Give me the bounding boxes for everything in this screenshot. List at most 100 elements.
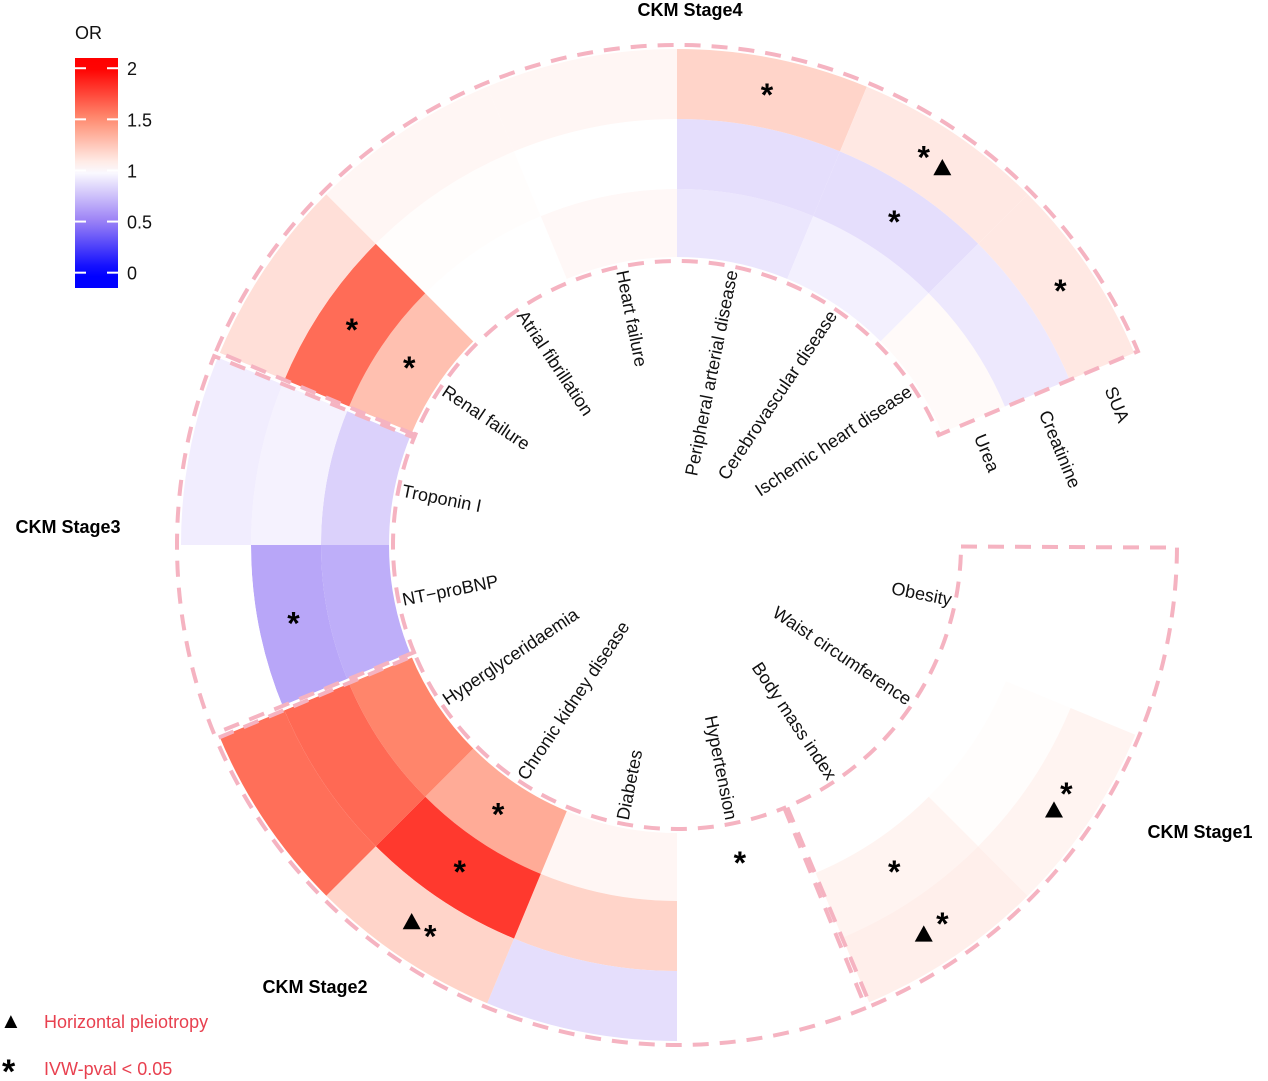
- ring-label: Creatinine: [1035, 408, 1085, 491]
- heatmap-cell: [840, 846, 1028, 1004]
- heatmap-cell: [321, 408, 411, 545]
- heatmap-cell: [928, 243, 1071, 409]
- group-labels: CKM Stage1 CKM Stage2 CKM Stage3 CKM Stage4: [15, 0, 1252, 997]
- group-label: CKM Stage3: [15, 517, 120, 537]
- legend-pleiotropy-label: Horizontal pleiotropy: [44, 1012, 208, 1032]
- heatmap-cell: [487, 938, 677, 1041]
- outcome-label: Hyperglyceridaemia: [439, 604, 583, 710]
- tick-label: 0.5: [127, 213, 152, 233]
- heatmap-cell: [348, 293, 474, 435]
- heatmap-cell: [787, 748, 929, 874]
- heatmap-cell: [348, 655, 474, 797]
- legend-title: OR: [75, 23, 102, 43]
- heatmap-cell: [283, 681, 426, 847]
- heatmap-cell: [487, 49, 677, 152]
- tick-label: 0: [127, 264, 137, 284]
- asterisk-icon: *: [424, 918, 437, 954]
- asterisk-icon: *: [761, 77, 774, 113]
- group-outline: [175, 353, 417, 737]
- asterisk-icon: *: [346, 312, 359, 348]
- outcome-label: NT−proBNP: [400, 571, 500, 610]
- tick-label: 1.5: [127, 110, 152, 130]
- group-label: CKM Stage2: [262, 977, 367, 997]
- group-outline: [784, 544, 1180, 1009]
- asterisk-icon: *: [888, 204, 901, 240]
- outcome-label: Hypertension: [701, 714, 741, 822]
- heatmap-cell: [677, 119, 841, 217]
- outcome-label: Obesity: [890, 578, 954, 610]
- asterisk-icon: *: [2, 1053, 16, 1081]
- asterisk-icon: *: [492, 797, 505, 833]
- heatmap-cell: [677, 49, 867, 152]
- heatmap-cell: [326, 846, 514, 1004]
- asterisk-icon: *: [403, 350, 416, 386]
- triangle-icon: [914, 925, 933, 942]
- heatmap-cell: [928, 681, 1071, 847]
- asterisk-icon: *: [1054, 273, 1067, 309]
- heatmap-cell: [513, 119, 677, 217]
- ring-label: SUA: [1101, 384, 1134, 426]
- asterisk-icon: *: [918, 140, 931, 176]
- triangle-icon: [933, 159, 952, 176]
- group-label: CKM Stage1: [1147, 822, 1252, 842]
- triangle-icon: [402, 912, 421, 930]
- symbol-legend: ▲ Horizontal pleiotropy * IVW-pval < 0.0…: [0, 1008, 208, 1081]
- heatmap-cell: [978, 708, 1136, 896]
- heatmap-cell: [880, 293, 1006, 435]
- heatmap-cell: [251, 545, 349, 709]
- heatmap-cell: [787, 216, 929, 342]
- heatmap-cell: [181, 355, 284, 545]
- outcome-label: Waist circumference: [769, 602, 915, 709]
- heatmap-cell: [677, 938, 867, 1041]
- heatmap-cell: [1070, 545, 1173, 735]
- asterisk-icon: *: [936, 906, 949, 942]
- heatmap-cell: [813, 796, 979, 939]
- heatmap-cell: [943, 545, 1033, 682]
- heatmap-cell: [375, 796, 541, 939]
- heatmap-cell: [375, 151, 541, 294]
- group-outline: [213, 43, 1141, 438]
- colorbar: [75, 58, 118, 288]
- outcome-label: Troponin I: [400, 481, 483, 516]
- heatmap-cell: [425, 216, 567, 342]
- heatmap-cell: [321, 545, 411, 682]
- tick-label: 1: [127, 161, 137, 181]
- significance-markers: * * * * * * * * * * * * * *: [287, 77, 1073, 955]
- heatmap-cell: [677, 189, 814, 279]
- heatmap-cell: [251, 381, 349, 545]
- outcome-label: Body mass index: [748, 658, 841, 783]
- color-legend: OR 0 0.5 1 1.5 2: [75, 23, 152, 288]
- heatmap-cell: [978, 194, 1136, 382]
- outcome-label: Atrial fibrillation: [513, 307, 597, 420]
- asterisk-icon: *: [1060, 776, 1073, 812]
- asterisk-icon: *: [888, 854, 901, 890]
- group-outline: [213, 652, 869, 1047]
- outcome-label: Renal failure: [438, 381, 533, 454]
- group-outlines: [175, 43, 1180, 1047]
- heatmap-cell: [218, 194, 376, 382]
- heatmap-cell: [1005, 545, 1103, 709]
- heatmap-cell: [540, 811, 677, 901]
- outcome-label: Heart failure: [612, 268, 651, 368]
- group-label: CKM Stage4: [637, 0, 742, 20]
- triangle-icon: [1044, 801, 1063, 818]
- heatmap-cell: [326, 86, 514, 244]
- asterisk-icon: *: [287, 605, 300, 641]
- heatmap-cell: [181, 545, 284, 735]
- heatmap-cell: [677, 811, 814, 901]
- asterisk-icon: *: [454, 854, 467, 890]
- heatmap-cell: [513, 873, 677, 971]
- outcome-label: Diabetes: [613, 748, 646, 822]
- heatmap-cell: [677, 873, 841, 971]
- heatmap-cell: [425, 748, 567, 874]
- ring-label: Urea: [970, 431, 1004, 476]
- tick-label: 2: [127, 59, 137, 79]
- heatmap-cell: [218, 708, 376, 896]
- legend-ivw-label: IVW-pval < 0.05: [44, 1059, 172, 1079]
- heatmap-cell: [880, 655, 1006, 797]
- heatmap-cell: [840, 86, 1028, 244]
- heatmap-cell: [283, 243, 426, 409]
- heatmap-cell: [813, 151, 979, 294]
